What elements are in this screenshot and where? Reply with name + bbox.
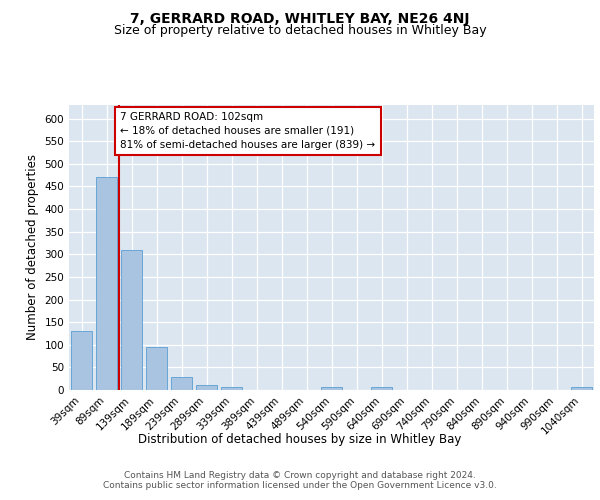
Text: Distribution of detached houses by size in Whitley Bay: Distribution of detached houses by size …: [139, 432, 461, 446]
Bar: [96, 178, 117, 390]
Bar: [196, 385, 217, 390]
Bar: [571, 388, 592, 390]
Bar: [171, 378, 192, 390]
Text: Size of property relative to detached houses in Whitley Bay: Size of property relative to detached ho…: [113, 24, 487, 37]
Bar: [221, 387, 242, 390]
Bar: [71, 331, 92, 390]
Text: 7 GERRARD ROAD: 102sqm
← 18% of detached houses are smaller (191)
81% of semi-de: 7 GERRARD ROAD: 102sqm ← 18% of detached…: [120, 112, 376, 150]
Text: 7, GERRARD ROAD, WHITLEY BAY, NE26 4NJ: 7, GERRARD ROAD, WHITLEY BAY, NE26 4NJ: [130, 12, 470, 26]
Bar: [371, 388, 392, 390]
Y-axis label: Number of detached properties: Number of detached properties: [26, 154, 39, 340]
Text: Contains HM Land Registry data © Crown copyright and database right 2024.
Contai: Contains HM Land Registry data © Crown c…: [103, 470, 497, 490]
Bar: [146, 346, 167, 390]
Bar: [321, 388, 342, 390]
Bar: [121, 250, 142, 390]
